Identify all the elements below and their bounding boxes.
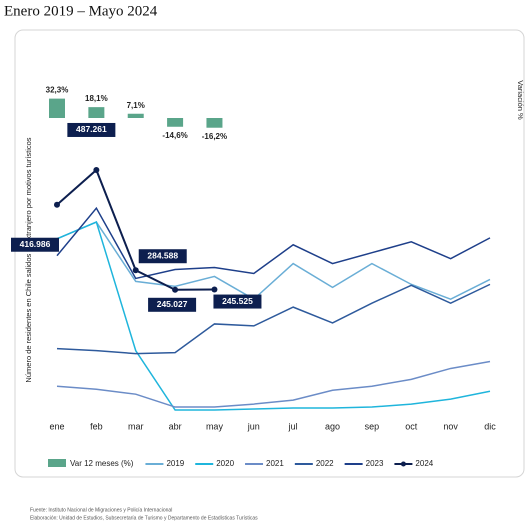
label-box (148, 297, 197, 312)
point (54, 201, 60, 208)
plot-frame (14, 29, 525, 478)
footnote: Elaboración: Unidad de Estudios, Subsecr… (30, 515, 258, 521)
legend-label: 2021 (266, 459, 284, 468)
x-tick-label: may (206, 421, 224, 431)
x-tick-label: abr (169, 421, 182, 431)
bar-value-label: 18,1% (85, 94, 108, 103)
x-tick-label: jul (288, 421, 298, 431)
x-tick-label: ago (325, 421, 340, 431)
bar-value-label: 7,1% (127, 101, 145, 110)
bar-value-label: -16,2% (202, 132, 227, 141)
y2-axis-label: Variación % (516, 80, 525, 120)
label-box (11, 237, 59, 252)
x-tick-label: mar (128, 421, 144, 431)
y-axis-label: Número de residentes en Chile salidos al… (24, 137, 33, 382)
x-tick-label: ene (49, 421, 64, 431)
legend-swatch (48, 459, 66, 467)
bar-value-label: 32,3% (46, 86, 69, 95)
data-label: 487.261 (76, 124, 107, 134)
label-box (138, 249, 187, 264)
point (132, 267, 139, 274)
x-tick-label: jun (247, 421, 260, 431)
legend-label: 2024 (415, 459, 433, 468)
chart-title: Enero 2019 – Mayo 2024 (4, 3, 158, 19)
footnote: Fuente: Instituto Nacional de Migracione… (30, 507, 172, 513)
legend-label: 2023 (366, 459, 384, 468)
label-box (67, 122, 116, 137)
line-2023 (56, 206, 491, 280)
line-2020 (56, 221, 491, 411)
legend-swatch (400, 461, 406, 467)
legend-label: 2020 (216, 459, 234, 468)
bar (127, 113, 144, 118)
x-tick-label: feb (90, 421, 103, 431)
legend-label: 2022 (316, 459, 334, 468)
point (93, 166, 100, 173)
point (211, 286, 218, 293)
bar-value-label: -14,6% (162, 131, 187, 140)
data-label: 245.525 (222, 296, 253, 306)
x-tick-label: sep (365, 421, 380, 431)
x-tick-label: nov (443, 421, 458, 431)
label-box (213, 294, 262, 309)
line-2021 (56, 360, 491, 408)
point (172, 286, 179, 293)
data-label: 416.986 (20, 239, 51, 249)
x-tick-label: oct (405, 421, 418, 431)
bar (167, 118, 184, 127)
bar (49, 98, 65, 118)
x-tick-label: dic (484, 421, 496, 431)
data-label: 245.027 (157, 299, 188, 309)
data-label: 284.588 (147, 250, 178, 260)
line-2019 (56, 221, 491, 301)
bar (88, 107, 105, 118)
bar (206, 118, 223, 128)
legend-label: 2019 (166, 459, 184, 468)
legend-label: Var 12 meses (%) (70, 459, 134, 468)
line-2022 (56, 283, 491, 355)
